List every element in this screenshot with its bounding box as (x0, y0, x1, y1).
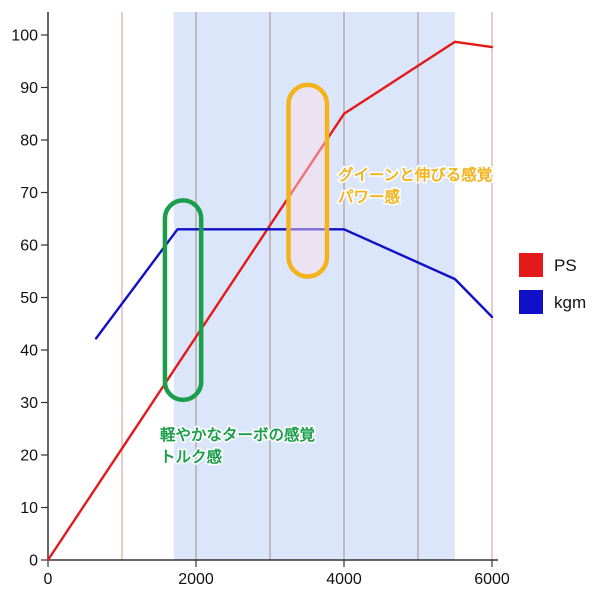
x-tick-label: 4000 (326, 571, 362, 588)
annotation-highlight-box (162, 198, 204, 403)
grid-layer (121, 12, 493, 560)
legend-label-kgm: kgm (554, 293, 586, 312)
y-tick-label: 60 (20, 238, 38, 255)
y-tick-label: 10 (20, 500, 38, 517)
x-tick-label: 6000 (474, 571, 510, 588)
annotation-text: パワー感 (338, 187, 401, 206)
x-tick-label: 0 (44, 571, 53, 588)
legend-label-ps: PS (554, 256, 577, 275)
y-tick-label: 0 (29, 553, 38, 570)
series-layer (46, 40, 494, 562)
y-tick-label: 70 (20, 185, 38, 202)
y-tick-label: 50 (20, 290, 38, 307)
legend-swatch-kgm (519, 290, 543, 314)
y-tick-label: 100 (11, 28, 38, 45)
highlight-band (173, 12, 456, 560)
legend: PS kgm (519, 253, 586, 314)
highlight-band-layer (173, 12, 456, 560)
annotation-text: グイーンと伸びる感覚 (338, 165, 493, 184)
y-tick-label: 20 (20, 448, 38, 465)
legend-swatch-ps (519, 253, 543, 277)
y-tick-label: 40 (20, 343, 38, 360)
x-tick-label: 2000 (178, 571, 214, 588)
y-tick-label: 80 (20, 133, 38, 150)
annotation-text: 軽やかなターボの感覚 (160, 425, 316, 444)
series-line-kgm (94, 228, 494, 340)
y-tick-label: 90 (20, 80, 38, 97)
axis-layer: 0 10 20 30 40 50 60 70 80 90 100 0 2000 4000 6000 (11, 12, 510, 588)
series-line-ps (46, 40, 494, 562)
annotation-text: トルク感 (160, 447, 223, 466)
y-tick-label: 30 (20, 395, 38, 412)
annotation-highlight-box (286, 82, 330, 279)
